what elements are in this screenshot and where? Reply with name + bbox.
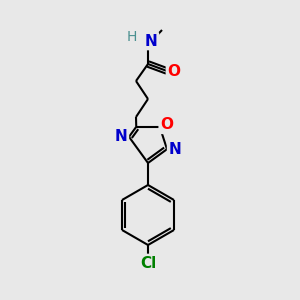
Text: N: N bbox=[169, 142, 182, 157]
Text: H: H bbox=[127, 30, 137, 44]
Text: N: N bbox=[145, 34, 158, 49]
Text: O: O bbox=[167, 64, 181, 79]
Text: N: N bbox=[115, 129, 128, 144]
Text: Cl: Cl bbox=[140, 256, 156, 271]
Text: O: O bbox=[160, 117, 173, 132]
